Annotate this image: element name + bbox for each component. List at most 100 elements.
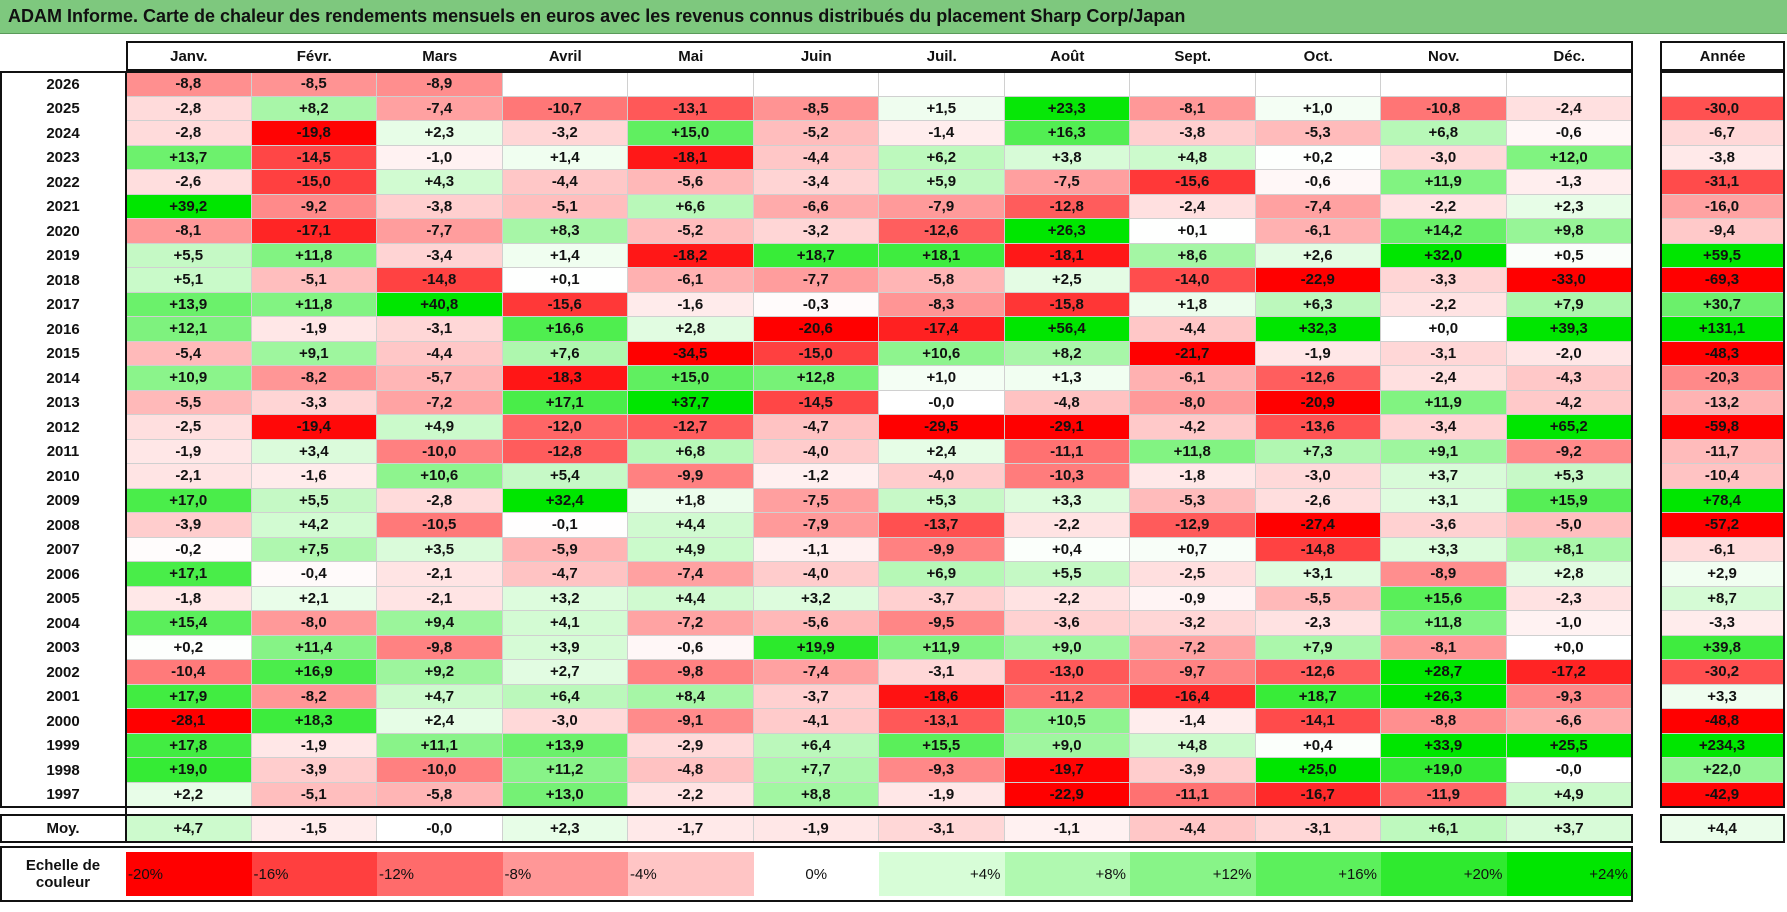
year-label: 2020 [46, 222, 80, 240]
heatmap-cell: -14,1 [1255, 709, 1381, 734]
heatmap-cell: +15,5 [879, 733, 1005, 758]
heatmap-cell: +5,1 [126, 268, 252, 293]
heatmap-cell: +3,5 [377, 537, 503, 562]
heatmap-cell: -12,7 [628, 415, 754, 440]
heatmap-cell: -3,9 [126, 513, 252, 538]
color-scale-stop: +24% [1506, 852, 1632, 896]
heatmap-cell: -0,6 [1255, 170, 1381, 195]
year-label: 2013 [46, 394, 80, 412]
heatmap-cell: +19,0 [1381, 758, 1507, 783]
heatmap-cell: -19,4 [251, 415, 377, 440]
heatmap-cell: -2,3 [1255, 611, 1381, 636]
heatmap-cell: -8,9 [1381, 562, 1507, 587]
annual-cell: -10,4 [1660, 464, 1785, 489]
heatmap-cell: -33,0 [1506, 268, 1632, 293]
heatmap-cell: -3,0 [1255, 464, 1381, 489]
heatmap-cell: -10,0 [377, 758, 503, 783]
heatmap-cell: +6,2 [879, 145, 1005, 170]
heatmap-cell: +9,1 [251, 341, 377, 366]
heatmap-cell: -10,8 [1381, 96, 1507, 121]
column-header-2: Févr. [296, 47, 332, 65]
heatmap-cell: -2,0 [1506, 341, 1632, 366]
heatmap-cell: -20,9 [1255, 390, 1381, 415]
heatmap-cell: -8,2 [251, 684, 377, 709]
heatmap-cell: +5,3 [1506, 464, 1632, 489]
heatmap-cell: -4,4 [502, 170, 628, 195]
heatmap-cell: +15,6 [1381, 586, 1507, 611]
year-label: 2017 [46, 296, 80, 314]
heatmap-cell: +2,5 [1004, 268, 1130, 293]
heatmap-cell: +56,4 [1004, 317, 1130, 342]
heatmap-cell: -4,0 [753, 562, 879, 587]
average-cell: -3,1 [1255, 815, 1381, 842]
heatmap-cell: -1,6 [251, 464, 377, 489]
annual-cell: -20,3 [1660, 366, 1785, 391]
heatmap-cell: +11,9 [879, 635, 1005, 660]
year-label: 2008 [46, 516, 80, 534]
color-scale-stop: +12% [1130, 852, 1256, 896]
heatmap-cell: -22,9 [1255, 268, 1381, 293]
color-scale-stop: -16% [251, 852, 377, 896]
heatmap-cell: -3,7 [879, 586, 1005, 611]
heatmap-cell: -8,3 [879, 292, 1005, 317]
heatmap-cell: +1,0 [879, 366, 1005, 391]
heatmap-cell: -3,9 [1130, 758, 1256, 783]
column-header-1: Janv. [170, 47, 208, 65]
heatmap-cell: -7,7 [753, 268, 879, 293]
heatmap-cell: -5,1 [251, 268, 377, 293]
annual-cell: +59,5 [1660, 243, 1785, 268]
heatmap-cell: -2,8 [126, 96, 252, 121]
heatmap-cell: -34,5 [628, 341, 754, 366]
heatmap-cell: +3,2 [753, 586, 879, 611]
average-cell: -1,7 [628, 815, 754, 842]
heatmap-cell: +11,9 [1381, 390, 1507, 415]
heatmap-cell: +12,0 [1506, 145, 1632, 170]
average-cell: +3,7 [1506, 815, 1632, 842]
heatmap-cell: +9,2 [377, 660, 503, 685]
heatmap-cell: -9,9 [879, 537, 1005, 562]
heatmap-cell: -1,4 [879, 121, 1005, 146]
heatmap-cell: -4,0 [753, 439, 879, 464]
heatmap-cell: -8,8 [126, 72, 252, 97]
heatmap-cell: +11,8 [251, 243, 377, 268]
heatmap-cell: +13,7 [126, 145, 252, 170]
heatmap-cell: -10,5 [377, 513, 503, 538]
heatmap-cell: -7,7 [377, 219, 503, 244]
heatmap-cell: +14,2 [1381, 219, 1507, 244]
column-header-6: Juin [800, 47, 832, 65]
annual-cell: -48,3 [1660, 341, 1785, 366]
year-label: 2001 [46, 688, 80, 706]
year-label: 2015 [46, 345, 80, 363]
heatmap-cell: +1,8 [628, 488, 754, 513]
heatmap-cell: -16,7 [1255, 782, 1381, 807]
heatmap-cell: +6,4 [753, 733, 879, 758]
heatmap-cell: -2,2 [1004, 586, 1130, 611]
heatmap-cell: +0,1 [502, 268, 628, 293]
column-header-annual: Année [1699, 47, 1746, 65]
heatmap-cell [1130, 72, 1256, 97]
annual-cell: -6,7 [1660, 121, 1785, 146]
heatmap-cell: -3,6 [1004, 611, 1130, 636]
heatmap-cell: +12,1 [126, 317, 252, 342]
heatmap-cell: +23,3 [1004, 96, 1130, 121]
heatmap-cell: -7,4 [377, 96, 503, 121]
heatmap-cell: -1,8 [1130, 464, 1256, 489]
heatmap-cell: -2,1 [377, 586, 503, 611]
heatmap-cell: +9,4 [377, 611, 503, 636]
heatmap-cell: -9,3 [879, 758, 1005, 783]
heatmap-cell: -5,2 [628, 219, 754, 244]
heatmap-cell: +3,8 [1004, 145, 1130, 170]
heatmap-cell: +10,6 [879, 341, 1005, 366]
heatmap-cell: -0,2 [126, 537, 252, 562]
heatmap-cell: +8,6 [1130, 243, 1256, 268]
heatmap-cell: -17,4 [879, 317, 1005, 342]
average-cell: -1,9 [753, 815, 879, 842]
heatmap-cell: -3,2 [502, 121, 628, 146]
heatmap-cell: -2,4 [1130, 194, 1256, 219]
year-label: 1997 [46, 786, 80, 804]
annual-cell: -11,7 [1660, 439, 1785, 464]
heatmap-cell: -1,4 [1130, 709, 1256, 734]
title-bar: ADAM Informe. Carte de chaleur des rende… [0, 0, 1787, 34]
heatmap-cell: -17,2 [1506, 660, 1632, 685]
heatmap-cell: +11,8 [1130, 439, 1256, 464]
